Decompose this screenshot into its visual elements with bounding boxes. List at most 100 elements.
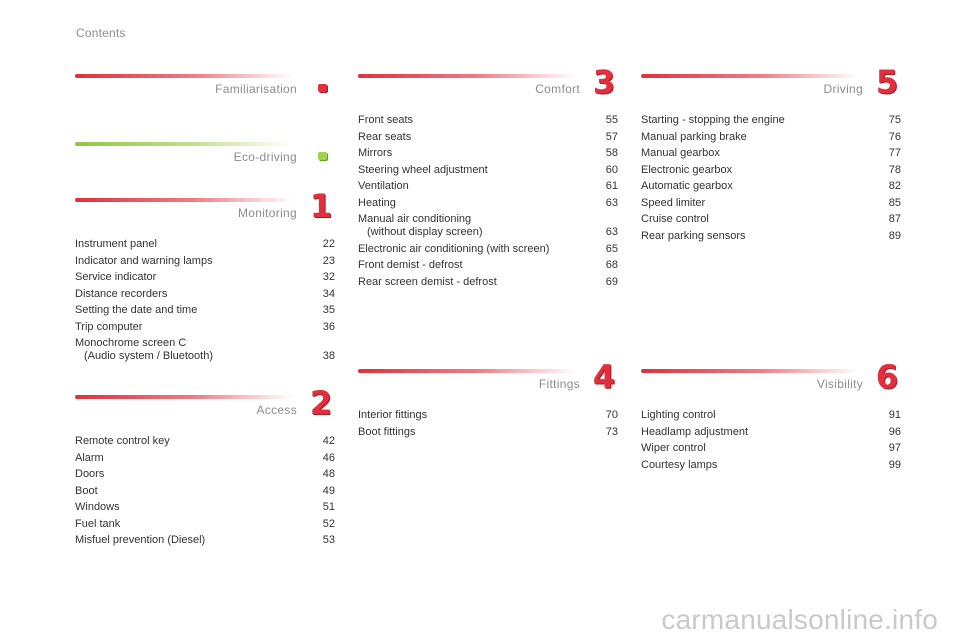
toc-entry[interactable]: Indicator and warning lamps 23 — [75, 255, 335, 268]
toc-entry-label: Rear parking sensors — [641, 229, 746, 242]
toc-entry[interactable]: Cruise control 87 — [641, 213, 901, 226]
toc-entry-label: Front seats — [358, 114, 414, 126]
section-fittings[interactable]: Fittings 4 Interior fittings 70 Boot fitt… — [358, 359, 618, 442]
toc-entry-page: 36 — [322, 320, 335, 333]
toc-entry-page: 99 — [888, 458, 901, 471]
toc-entry[interactable]: Service indicator 32 — [75, 271, 335, 284]
section-number: 6 — [875, 358, 899, 396]
toc-entry[interactable]: Rear parking sensors 89 — [641, 230, 901, 243]
section-number: 5 — [875, 63, 899, 101]
toc-entry-page: 82 — [888, 180, 901, 192]
section-title[interactable]: Driving — [823, 82, 863, 96]
toc-entry-label: Misfuel prevention (Diesel) — [75, 534, 206, 546]
toc-entry[interactable]: Electronic gearbox 78 — [641, 164, 901, 177]
section-bar — [75, 74, 293, 78]
toc-entry[interactable]: Steering wheel adjustment 60 — [358, 164, 618, 177]
toc-entry[interactable]: Setting the date and time 35 — [75, 304, 335, 317]
toc-entry-label: Steering wheel adjustment — [358, 163, 488, 176]
section-bar — [75, 395, 293, 399]
toc-entry[interactable]: Doors 48 — [75, 468, 335, 481]
toc-entry-page: 91 — [888, 409, 901, 421]
toc-entry[interactable]: Interior fittings 70 — [358, 409, 618, 422]
toc-entry[interactable]: Front seats 55 — [358, 114, 618, 127]
toc-entry-page: 69 — [605, 275, 618, 288]
toc-entry[interactable]: Manual gearbox 77 — [641, 147, 901, 160]
toc-entry-page: 58 — [605, 147, 618, 159]
section-title[interactable]: Familiarisation — [215, 82, 297, 96]
toc-entry-label: Manual gearbox — [641, 147, 720, 159]
toc-entry[interactable]: Remote control key 42 — [75, 435, 335, 448]
toc-entry-label: Distance recorders — [75, 287, 168, 300]
toc-entry[interactable]: Electronic air conditioning (with screen… — [358, 243, 618, 256]
section-comfort[interactable]: Comfort 3 Front seats 55 Rear seats 57 Mir… — [358, 64, 618, 292]
toc-entry[interactable]: Heating 63 — [358, 197, 618, 210]
toc-entry[interactable]: Rear screen demist - defrost 69 — [358, 276, 618, 289]
section-number: 2 — [309, 384, 333, 422]
section-access[interactable]: Access 2 Remote control key 42 Alarm 46 Do… — [75, 385, 335, 551]
toc-entry[interactable]: Windows 51 — [75, 501, 335, 514]
toc-entry-page: 32 — [322, 271, 335, 283]
toc-entry[interactable]: Distance recorders 34 — [75, 288, 335, 301]
toc-entry-subtitle: (Audio system / Bluetooth) — [84, 350, 214, 362]
section-header: Access 2 — [75, 385, 335, 435]
toc-entry-page: 85 — [888, 196, 901, 209]
toc-entry[interactable]: Manual air conditioning (without display … — [358, 213, 618, 239]
toc-entry-label: Setting the date and time — [75, 304, 198, 316]
section-bar — [641, 74, 859, 78]
section-bar — [75, 198, 293, 202]
toc-entry[interactable]: Speed limiter 85 — [641, 197, 901, 210]
toc-entry[interactable]: Front demist - defrost 68 — [358, 259, 618, 272]
section-header: Familiarisation — [75, 74, 335, 114]
toc-entry[interactable]: Fuel tank 52 — [75, 518, 335, 531]
toc-entry[interactable]: Ventilation 61 — [358, 180, 618, 193]
toc-entry[interactable]: Automatic gearbox 82 — [641, 180, 901, 193]
toc-entry-page: 42 — [322, 435, 335, 447]
toc-entry-label: Manual air conditioning (without display … — [358, 213, 483, 239]
section-monitoring[interactable]: Monitoring 1 Instrument panel 22 Indicato… — [75, 188, 335, 367]
toc-entry[interactable]: Headlamp adjustment 96 — [641, 426, 901, 439]
toc-list: Lighting control 91 Headlamp adjustment 96… — [641, 409, 901, 472]
section-title[interactable]: Fittings — [538, 377, 580, 391]
section-bar — [358, 369, 576, 373]
toc-entry-page: 77 — [888, 147, 901, 159]
toc-entry[interactable]: Boot 49 — [75, 485, 335, 498]
toc-entry[interactable]: Alarm 46 — [75, 452, 335, 465]
toc-entry-page: 73 — [605, 425, 618, 438]
section-header: Monitoring 1 — [75, 188, 335, 238]
section-title[interactable]: Visibility — [816, 377, 863, 391]
toc-entry-label: Mirrors — [358, 147, 393, 159]
toc-entry[interactable]: Boot fittings 73 — [358, 426, 618, 439]
toc-entry[interactable]: Trip computer 36 — [75, 321, 335, 334]
toc-entry[interactable]: Instrument panel 22 — [75, 238, 335, 251]
section-title[interactable]: Eco-driving — [233, 150, 297, 164]
toc-entry[interactable]: Starting - stopping the engine 75 — [641, 114, 901, 127]
section-title[interactable]: Access — [256, 403, 297, 417]
section-marker-icon — [318, 84, 327, 92]
toc-entry-page: 61 — [605, 180, 618, 192]
toc-entry[interactable]: Lighting control 91 — [641, 409, 901, 422]
toc-entry[interactable]: Monochrome screen C (Audio system / Bluet… — [75, 337, 335, 363]
toc-entry[interactable]: Rear seats 57 — [358, 131, 618, 144]
toc-entry[interactable]: Manual parking brake 76 — [641, 131, 901, 144]
toc-entry-label: Manual parking brake — [641, 130, 747, 143]
toc-entry-label: Courtesy lamps — [641, 458, 718, 471]
section-familiarisation[interactable]: Familiarisation — [75, 74, 335, 114]
section-title[interactable]: Monitoring — [237, 206, 297, 220]
toc-entry-page: 60 — [605, 163, 618, 176]
toc-entry-label: Boot fittings — [358, 425, 416, 438]
toc-entry[interactable]: Misfuel prevention (Diesel) 53 — [75, 534, 335, 547]
toc-entry[interactable]: Mirrors 58 — [358, 147, 618, 160]
toc-entry[interactable]: Wiper control 97 — [641, 442, 901, 455]
section-eco-driving[interactable]: Eco-driving — [75, 142, 335, 182]
toc-entry-page: 46 — [322, 451, 335, 464]
toc-entry-page: 57 — [605, 130, 618, 143]
section-title[interactable]: Comfort — [535, 82, 580, 96]
toc-entry-page: 22 — [322, 238, 335, 250]
toc-entry-label: Remote control key — [75, 435, 170, 447]
section-visibility[interactable]: Visibility 6 Lighting control 91 Headlamp… — [641, 359, 901, 475]
toc-entry-label: Instrument panel — [75, 238, 157, 250]
toc-entry-page: 89 — [888, 229, 901, 242]
section-driving[interactable]: Driving 5 Starting - stopping the engine… — [641, 64, 901, 246]
toc-entry-label: Electronic gearbox — [641, 163, 733, 176]
toc-entry[interactable]: Courtesy lamps 99 — [641, 459, 901, 472]
